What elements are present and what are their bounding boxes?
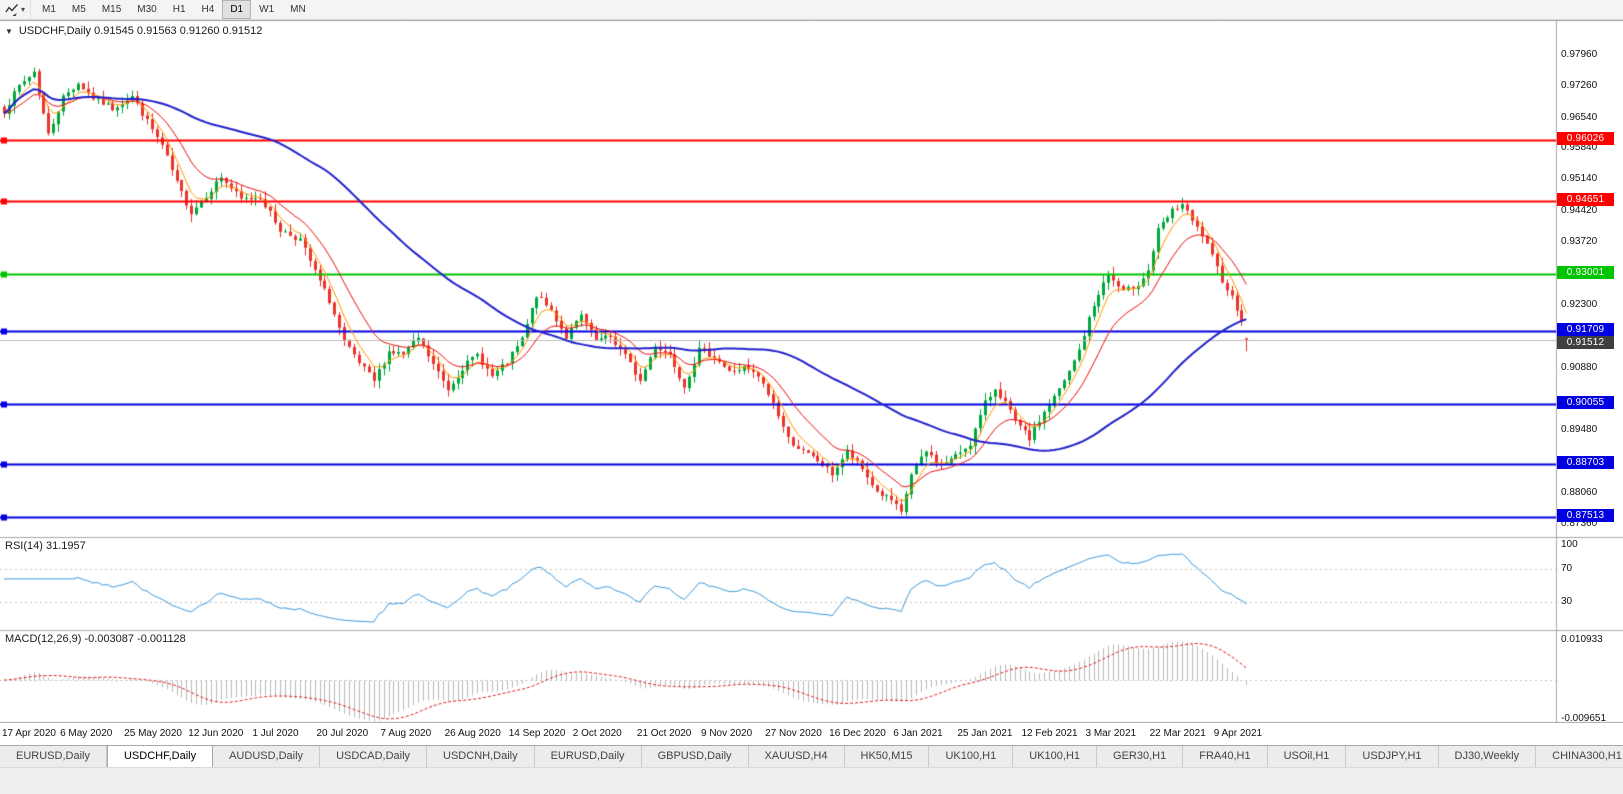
chart-ohlc-text: USDCHF,Daily 0.91545 0.91563 0.91260 0.9… — [18, 25, 263, 37]
timeframe-toolbar: ▾ M1 M5 M15 M30 H1 H4 D1 W1 MN — [0, 0, 1623, 20]
timeframe-button-h4[interactable]: H4 — [201, 4, 215, 15]
date-label: 25 May 2020 — [124, 728, 182, 739]
chart-tab-usoil-h1[interactable]: USOil,H1 — [1268, 746, 1347, 767]
price-axis: 0.97960 0.97260 0.96540 0.95840 0.95140 0.944… — [1557, 20, 1623, 724]
price-tick: 0.95140 — [1561, 173, 1598, 185]
price-tick: 0.96540 — [1561, 111, 1598, 123]
current-price-badge: 0.91512 — [1557, 335, 1614, 349]
chart-tab-hk50-m15[interactable]: HK50,M15 — [845, 746, 930, 767]
date-label: 26 Aug 2020 — [444, 728, 501, 739]
date-label: 1 Jul 2020 — [252, 728, 299, 739]
date-label: 22 Mar 2021 — [1149, 728, 1206, 739]
chart-tab-usdchf-daily[interactable]: USDCHF,Daily — [106, 746, 214, 767]
date-label: 6 Jan 2021 — [893, 728, 943, 739]
date-label: 17 Apr 2020 — [2, 728, 56, 739]
price-chart-canvas[interactable] — [0, 20, 1623, 723]
line-chart-icon — [5, 4, 18, 16]
price-tick: 0.94420 — [1561, 205, 1598, 217]
chart-tab-china300-h1[interactable]: CHINA300,H1 — [1536, 746, 1623, 767]
timeframe-button-w1[interactable]: W1 — [259, 4, 275, 15]
level-price-badge: 0.87513 — [1557, 508, 1614, 522]
timeframe-button-m5[interactable]: M5 — [71, 4, 86, 15]
rsi-title: RSI(14) 31.1957 — [5, 540, 86, 552]
chart-tab-usdjpy-h1[interactable]: USDJPY,H1 — [1346, 746, 1439, 767]
date-label: 2 Oct 2020 — [572, 728, 622, 739]
chart-tab-usdcad-daily[interactable]: USDCAD,Daily — [320, 746, 428, 767]
timeframe-button-d1[interactable]: D1 — [222, 0, 252, 19]
timeframe-button-m30[interactable]: M30 — [137, 4, 157, 15]
date-label: 3 Mar 2021 — [1085, 728, 1137, 739]
date-label: 14 Sep 2020 — [508, 728, 566, 739]
chart-tab-bar: EURUSD,Daily USDCHF,Daily AUDUSD,Daily USDC… — [0, 745, 1623, 767]
chart-tab-ger30-h1[interactable]: GER30,H1 — [1097, 746, 1184, 767]
chart-tab-audusd-daily[interactable]: AUDUSD,Daily — [213, 746, 321, 767]
date-label: 20 Jul 2020 — [316, 728, 369, 739]
price-tick: 0.89480 — [1561, 423, 1598, 435]
date-label: 25 Jan 2021 — [957, 728, 1013, 739]
timeframe-button-m15[interactable]: M15 — [101, 4, 122, 15]
level-price-badge: 0.88703 — [1557, 456, 1614, 470]
chart-tab-xauusd-h4[interactable]: XAUUSD,H4 — [749, 746, 845, 767]
price-tick: 0.97960 — [1561, 48, 1598, 60]
level-price-badge: 0.94651 — [1557, 193, 1614, 207]
level-price-badge: 0.90055 — [1557, 396, 1614, 410]
chart-cursor-icon[interactable]: ▾ — [0, 0, 32, 19]
chart-tab-uk100-h1[interactable]: UK100,H1 — [1013, 746, 1098, 767]
timeframe-button-h1[interactable]: H1 — [172, 4, 186, 15]
timeframe-button-m1[interactable]: M1 — [42, 4, 56, 15]
rsi-scale-label: 70 — [1561, 563, 1573, 575]
date-label: 27 Nov 2020 — [765, 728, 822, 739]
date-label: 9 Nov 2020 — [700, 728, 753, 739]
chart-tab-usdcnh-daily[interactable]: USDCNH,Daily — [427, 746, 535, 767]
dropdown-caret-icon: ▾ — [21, 5, 26, 14]
rsi-scale-label: 100 — [1561, 539, 1578, 550]
chart-tab-eurusd-daily[interactable]: EURUSD,Daily — [535, 746, 642, 767]
chart-title: ▼ USDCHF,Daily 0.91545 0.91563 0.91260 0… — [5, 25, 262, 37]
price-tick: 0.87360 — [1561, 517, 1598, 529]
chart-tab-gbpusd-daily[interactable]: GBPUSD,Daily — [642, 746, 749, 767]
macd-scale-max: 0.010933 — [1561, 634, 1603, 645]
chart-tab-dj30-weekly[interactable]: DJ30,Weekly — [1439, 746, 1537, 767]
date-label: 9 Apr 2021 — [1213, 728, 1263, 739]
date-label: 6 May 2020 — [60, 728, 113, 739]
date-label: 12 Feb 2021 — [1021, 728, 1078, 739]
level-price-badge: 0.96026 — [1557, 132, 1614, 146]
price-tick: 0.92300 — [1561, 299, 1598, 311]
date-label: 12 Jun 2020 — [188, 728, 244, 739]
date-label: 7 Aug 2020 — [380, 728, 432, 739]
date-label: 16 Dec 2020 — [829, 728, 886, 739]
chart-tab-uk100-h1[interactable]: UK100,H1 — [929, 746, 1014, 767]
price-tick: 0.88060 — [1561, 486, 1598, 498]
date-label: 21 Oct 2020 — [636, 728, 692, 739]
chart-tab-eurusd-daily[interactable]: EURUSD,Daily — [0, 746, 107, 767]
collapse-chart-icon[interactable]: ▼ — [5, 26, 13, 36]
status-area — [0, 767, 1623, 794]
macd-scale-min: -0.009651 — [1561, 713, 1607, 724]
rsi-scale-label: 30 — [1561, 595, 1573, 607]
price-tick: 0.97260 — [1561, 79, 1598, 91]
price-tick: 0.95840 — [1561, 142, 1598, 154]
timeframe-button-group: M1 M5 M15 M30 H1 H4 D1 W1 MN — [34, 0, 314, 19]
chart-tab-fra40-h1[interactable]: FRA40,H1 — [1183, 746, 1268, 767]
macd-title: MACD(12,26,9) -0.003087 -0.001128 — [5, 633, 186, 645]
price-tick: 0.93720 — [1561, 236, 1598, 248]
price-tick: 0.90880 — [1561, 361, 1598, 373]
level-price-badge: 0.91709 — [1557, 323, 1614, 337]
level-price-badge: 0.93001 — [1557, 266, 1614, 280]
timeframe-button-mn[interactable]: MN — [290, 4, 306, 15]
date-axis: 17 Apr 2020 6 May 2020 25 May 2020 12 Jun 2… — [0, 723, 1556, 745]
